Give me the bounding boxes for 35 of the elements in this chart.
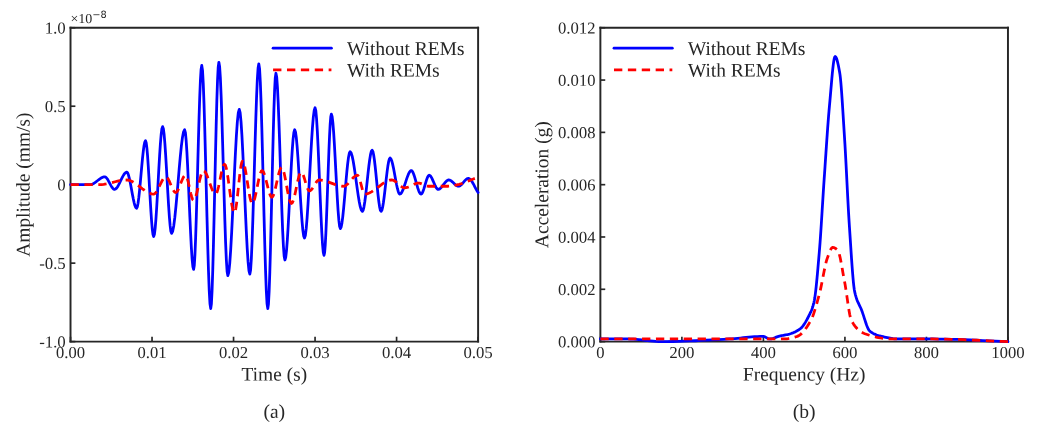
legend-label: Without REMs [346, 41, 464, 56]
legend-label: With REMs [346, 63, 439, 77]
text: (b) [793, 404, 815, 422]
y-tick-label: 0.006 [558, 179, 596, 191]
legend-label: With REMs [687, 63, 780, 77]
text: ×10$^{−8}$ [71, 10, 107, 24]
text: (a) [264, 404, 285, 422]
x-axis-title: Frequency (Hz) [743, 367, 865, 385]
y-tick-label: 0.002 [558, 283, 595, 296]
y-tick-label: 0.004 [558, 231, 596, 243]
y-tick-label: 0.000 [558, 336, 595, 348]
x-tick-label: 600 [833, 346, 857, 359]
y-tick-label: 0.010 [558, 74, 595, 87]
y-tick-label: 1.0 [46, 22, 66, 34]
x-axis-title: Time (s) [241, 367, 307, 385]
y-tick-label: -1.0 [39, 336, 66, 348]
y-tick-label: 0 [57, 179, 66, 191]
y-tick-label: 0.008 [558, 127, 595, 139]
legend-label: Without REMs [687, 41, 805, 56]
y-axis-title: Amplitude (mm/s) [16, 113, 34, 257]
x-tick-label: 0 [596, 346, 604, 359]
x-tick-label: 0.05 [464, 346, 493, 359]
x-tick-label: 800 [914, 346, 939, 359]
x-tick-label: 0.02 [219, 346, 248, 359]
x-tick-label: 0.04 [382, 346, 411, 359]
y-tick-label: 0.5 [45, 100, 65, 113]
y-tick-label: -0.5 [39, 257, 65, 270]
x-tick-label: 400 [751, 346, 776, 359]
x-tick-label: 0.00 [56, 346, 85, 359]
y-tick-label: 0.012 [558, 22, 595, 34]
x-tick-label: 1000 [992, 346, 1024, 359]
x-tick-label: 0.01 [138, 346, 166, 359]
x-tick-label: 0.03 [301, 346, 329, 359]
x-tick-label: 200 [670, 346, 694, 359]
y-axis-title: Acceleration (g) [534, 122, 553, 248]
